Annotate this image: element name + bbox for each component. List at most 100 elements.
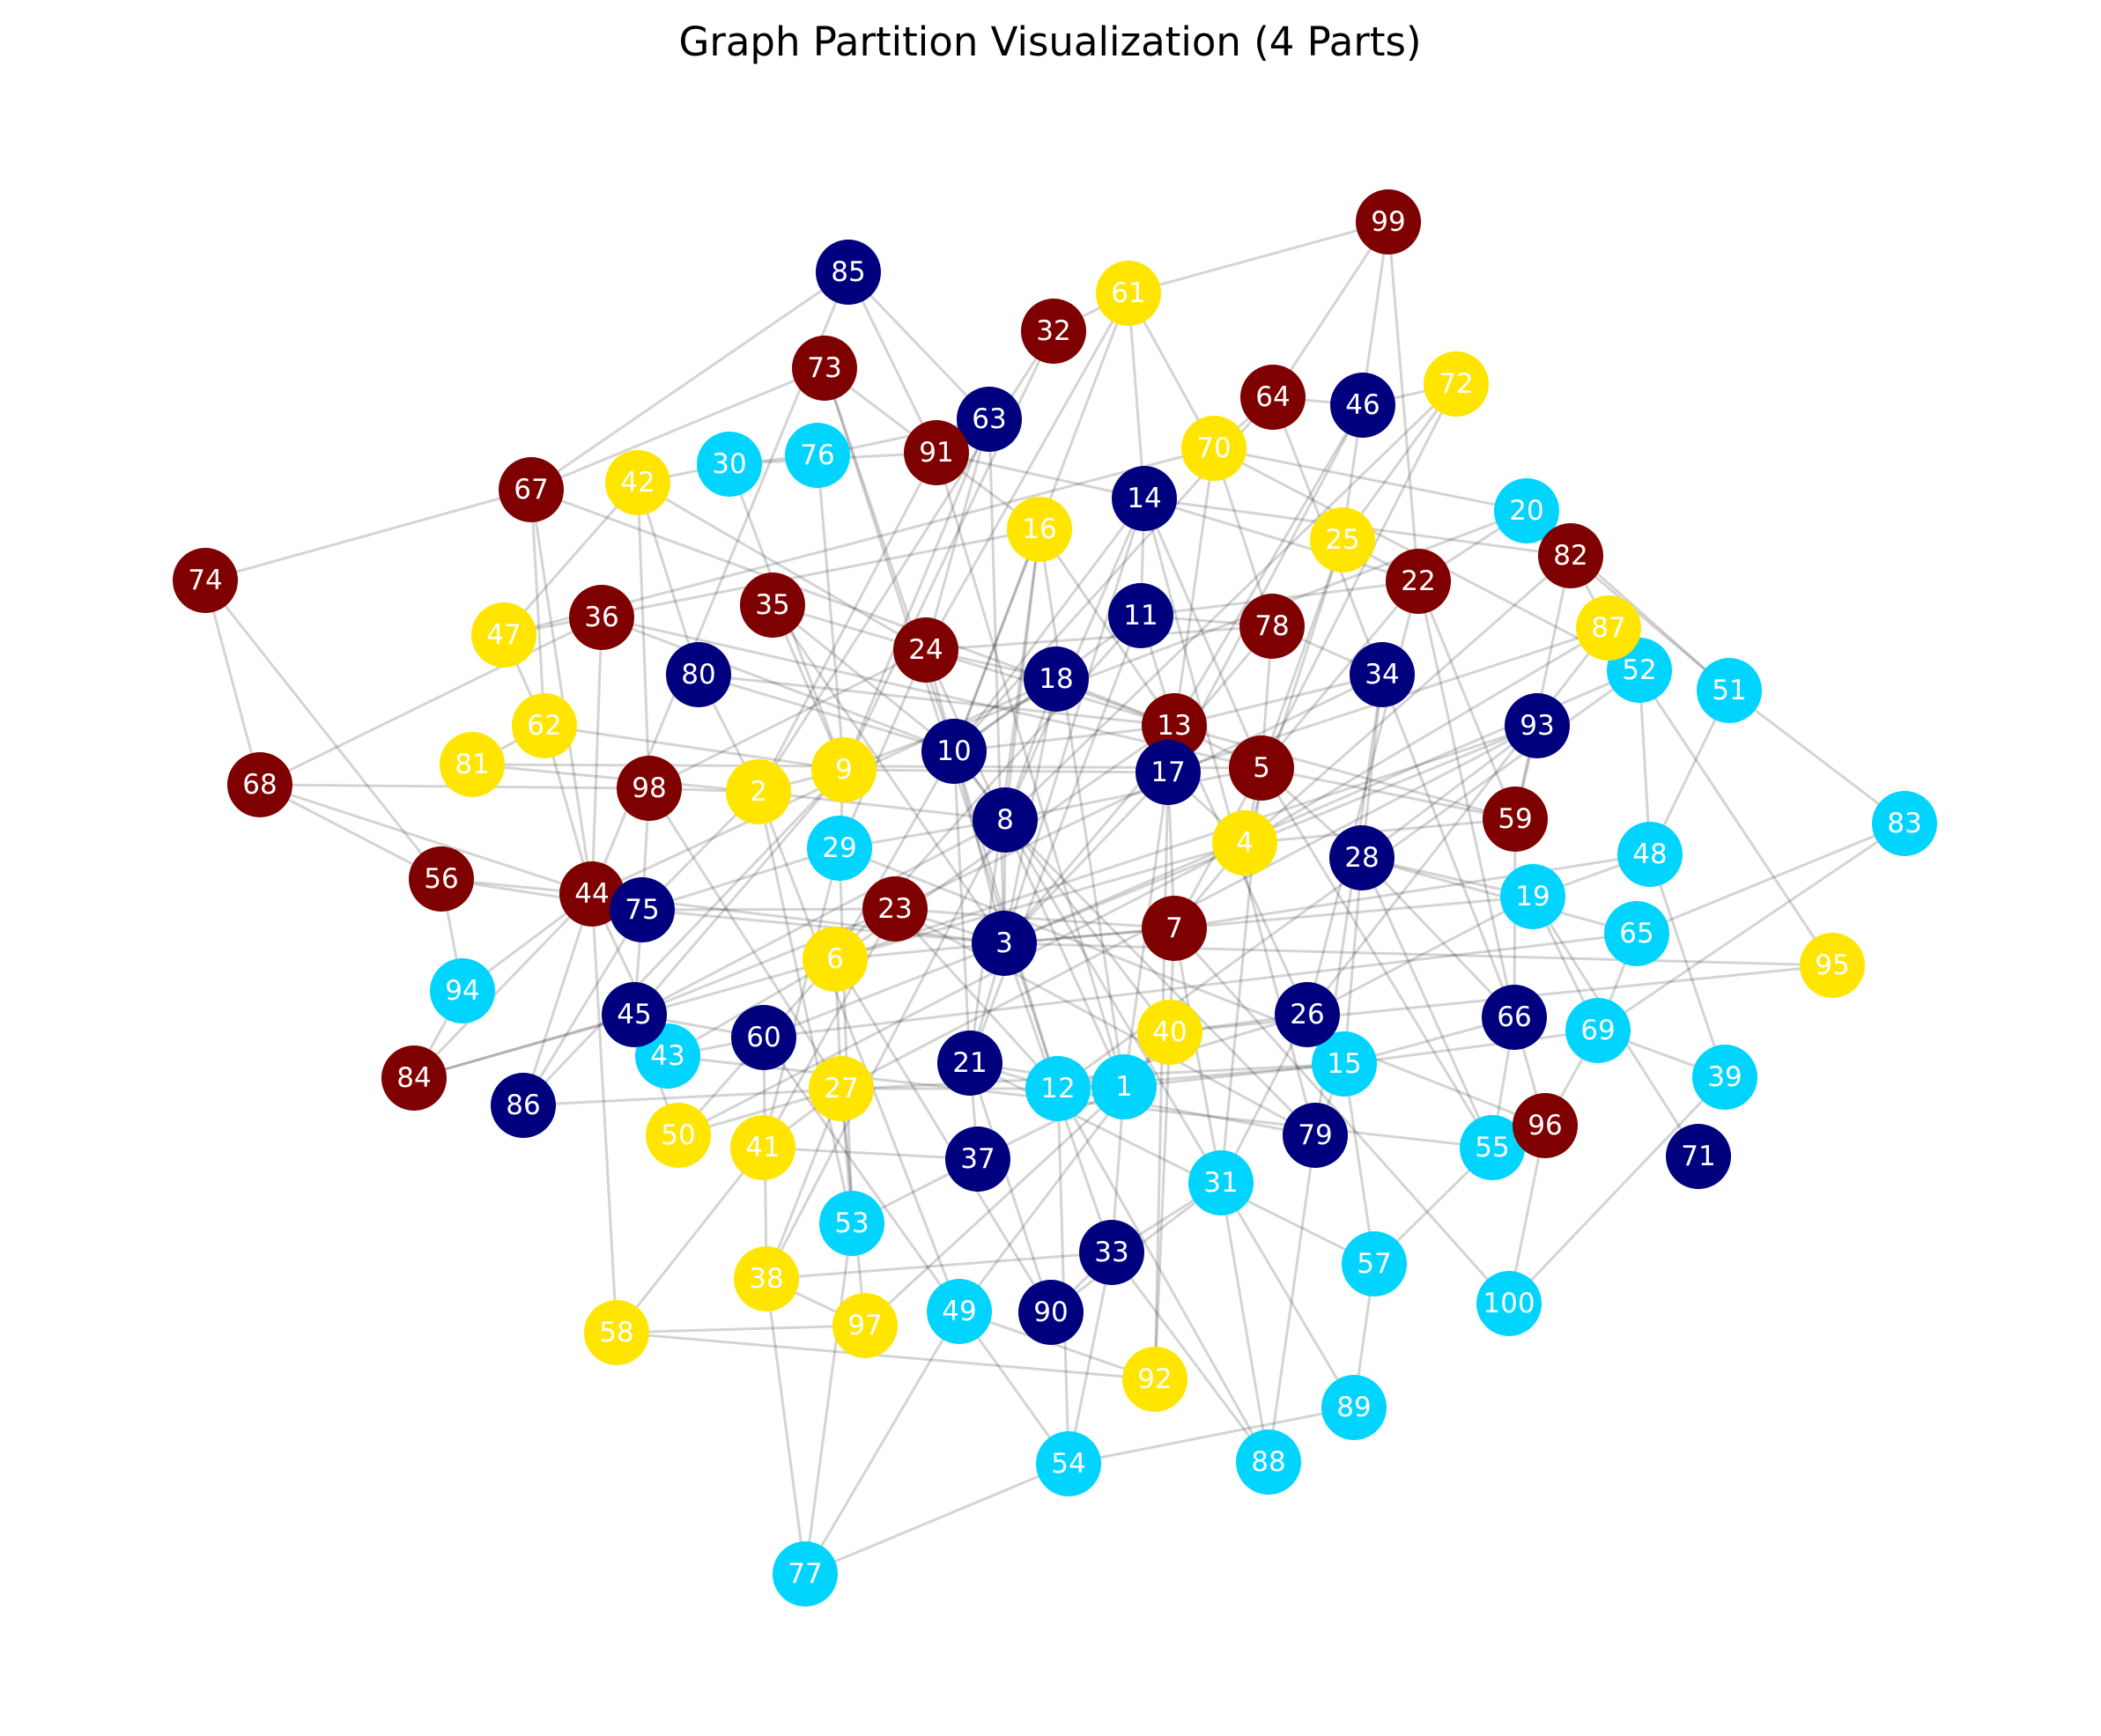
node-76: 76 (785, 423, 850, 488)
edge-40-92 (1153, 1031, 1172, 1380)
node-49: 49 (927, 1279, 992, 1344)
node-30: 30 (697, 432, 762, 497)
edge-41-58 (615, 1147, 765, 1333)
edge-34-23 (894, 673, 1383, 911)
node-78: 78 (1239, 594, 1305, 659)
edge-86-15 (522, 1062, 1345, 1107)
node-99: 99 (1356, 189, 1421, 255)
node-circle-45 (602, 982, 667, 1047)
node-circle-77 (773, 1541, 838, 1607)
edge-42-24 (637, 481, 927, 652)
node-label-77: 77 (788, 1558, 822, 1590)
node-16: 16 (1007, 497, 1072, 562)
edge-31-8 (1003, 819, 1223, 1184)
node-label-72: 72 (1439, 368, 1473, 400)
edge-67-62 (529, 489, 546, 727)
node-36: 36 (569, 585, 634, 650)
node-label-59: 59 (1498, 803, 1532, 835)
node-circle-46 (1330, 373, 1395, 438)
node-circle-10 (921, 719, 987, 784)
node-circle-54 (1036, 1431, 1101, 1496)
edge-85-91 (847, 271, 938, 454)
node-82: 82 (1538, 523, 1603, 588)
edge-17-3 (1002, 771, 1170, 945)
node-circle-24 (893, 617, 958, 683)
node-72: 72 (1424, 351, 1489, 417)
node-label-34: 34 (1365, 659, 1399, 691)
node-75: 75 (610, 877, 675, 942)
node-label-71: 71 (1681, 1141, 1715, 1172)
node-11: 11 (1108, 583, 1173, 648)
edge-53-77 (803, 1223, 854, 1575)
node-70: 70 (1181, 416, 1247, 481)
edge-3-60 (763, 942, 1005, 1039)
node-label-63: 63 (972, 403, 1006, 435)
edge-9-17 (843, 768, 1169, 774)
node-83: 83 (1872, 791, 1937, 856)
node-label-51: 51 (1712, 675, 1746, 706)
node-circle-73 (792, 336, 857, 401)
node-circle-63 (957, 387, 1022, 452)
node-circle-74 (173, 548, 238, 613)
node-circle-3 (972, 911, 1037, 976)
node-label-85: 85 (831, 256, 865, 288)
edge-36-44 (590, 617, 603, 895)
node-label-1: 1 (1115, 1071, 1133, 1103)
node-circle-33 (1079, 1220, 1144, 1285)
edge-35-3 (771, 604, 1006, 944)
node-label-65: 65 (1619, 918, 1653, 949)
chart-title: Graph Partition Visualization (4 Parts) (678, 18, 1421, 65)
node-label-88: 88 (1251, 1446, 1285, 1478)
edge-12-54 (1056, 1088, 1070, 1465)
edge-58-92 (616, 1331, 1156, 1381)
node-label-53: 53 (834, 1208, 869, 1239)
node-label-33: 33 (1094, 1237, 1128, 1268)
node-44: 44 (559, 861, 625, 927)
node-circle-99 (1356, 189, 1421, 255)
edge-60-49 (762, 1037, 961, 1312)
node-circle-21 (937, 1031, 1002, 1096)
edge-79-23 (894, 907, 1316, 1137)
node-62: 62 (512, 693, 577, 758)
node-circle-17 (1136, 740, 1201, 805)
node-circle-44 (559, 861, 625, 927)
node-label-7: 7 (1165, 912, 1183, 944)
node-61: 61 (1096, 261, 1161, 326)
node-circle-96 (1513, 1093, 1578, 1158)
edge-14-3 (1002, 498, 1146, 944)
node-circle-84 (381, 1045, 447, 1111)
node-label-95: 95 (1815, 949, 1849, 981)
node-label-64: 64 (1255, 381, 1290, 413)
edge-21-90 (968, 1062, 1053, 1313)
node-69: 69 (1565, 998, 1631, 1063)
node-label-97: 97 (847, 1310, 882, 1341)
node-circle-62 (512, 693, 577, 758)
node-label-79: 79 (1298, 1119, 1332, 1151)
node-circle-50 (646, 1103, 711, 1168)
node-label-43: 43 (650, 1040, 684, 1072)
node-circle-72 (1424, 351, 1489, 417)
node-circle-26 (1275, 982, 1340, 1047)
node-label-81: 81 (455, 749, 489, 780)
node-circle-80 (666, 642, 731, 707)
node-label-4: 4 (1236, 827, 1254, 859)
edge-50-4 (677, 841, 1246, 1137)
node-27: 27 (809, 1056, 874, 1121)
edge-74-67 (204, 488, 532, 582)
node-circle-57 (1342, 1231, 1407, 1296)
node-label-98: 98 (632, 772, 666, 804)
node-circle-49 (927, 1279, 992, 1344)
node-circle-89 (1321, 1375, 1387, 1440)
node-circle-53 (819, 1191, 884, 1256)
node-layer: 1234567891011121314151617181920212223242… (173, 189, 1937, 1607)
edge-45-84 (413, 1013, 635, 1080)
edge-12-23 (893, 907, 1060, 1090)
edge-44-86 (522, 893, 594, 1106)
node-32: 32 (1021, 299, 1086, 364)
edge-19-26 (1306, 895, 1534, 1016)
node-58: 58 (584, 1300, 649, 1365)
edge-76-9 (816, 454, 846, 771)
node-73: 73 (792, 336, 857, 401)
node-label-70: 70 (1196, 432, 1231, 464)
node-label-27: 27 (824, 1073, 858, 1104)
